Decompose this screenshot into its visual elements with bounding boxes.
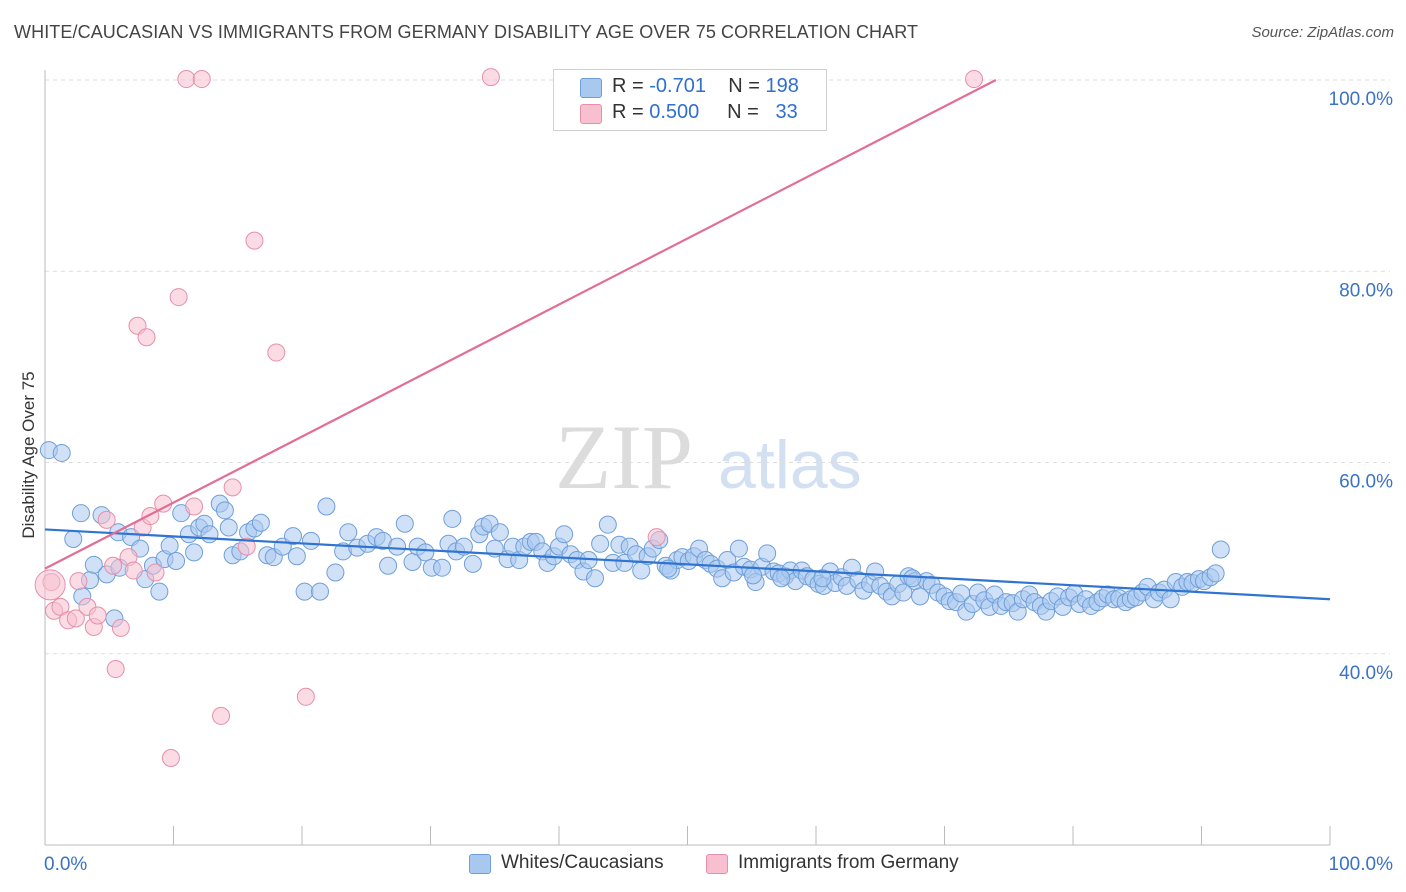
point-germany	[169, 288, 188, 307]
point-whites	[167, 551, 186, 570]
point-germany	[245, 231, 264, 250]
point-whites	[339, 523, 358, 542]
point-germany	[177, 70, 196, 89]
point-germany	[137, 328, 156, 347]
legend-n-value: 198	[765, 75, 799, 97]
point-germany	[481, 68, 500, 87]
point-germany	[141, 507, 160, 526]
y-tick-label: 40.0%	[1339, 663, 1393, 684]
point-whites	[598, 515, 617, 534]
point-germany	[124, 561, 143, 580]
point-whites	[744, 566, 763, 585]
point-whites	[1206, 564, 1225, 583]
point-germany	[51, 597, 70, 616]
point-whites	[903, 569, 922, 588]
point-whites	[585, 569, 604, 588]
point-whites	[911, 587, 930, 606]
point-whites	[185, 543, 204, 562]
point-germany	[223, 478, 242, 497]
point-whites	[295, 582, 314, 601]
chart-title: WHITE/CAUCASIAN VS IMMIGRANTS FROM GERMA…	[14, 22, 919, 42]
legend-swatch-pink	[580, 104, 602, 124]
legend-n-label: N =	[728, 75, 760, 97]
point-whites	[894, 583, 913, 602]
point-germany	[237, 537, 256, 556]
point-germany	[647, 528, 666, 547]
series-swatch-blue	[469, 854, 491, 874]
point-whites	[490, 523, 509, 542]
legend-n-value: 33	[775, 101, 798, 123]
series-swatch-pink	[706, 854, 728, 874]
point-whites	[84, 555, 103, 574]
point-whites	[813, 569, 832, 588]
point-whites	[287, 547, 306, 566]
point-whites	[463, 554, 482, 573]
point-whites	[52, 443, 71, 462]
legend-n-label: N =	[727, 101, 759, 123]
series-label-whites: Whites/Caucasians	[501, 852, 664, 873]
point-germany	[267, 343, 286, 362]
source-label: Source: ZipAtlas.com	[1251, 24, 1394, 41]
point-whites	[379, 556, 398, 575]
correlation-legend: R = -0.701 N = 198 R = 0.500 N = 33	[553, 69, 827, 131]
legend-r-value: 0.500	[649, 101, 700, 123]
point-whites	[1211, 540, 1230, 559]
x-tick-label: 100.0%	[1329, 854, 1394, 875]
point-whites	[219, 518, 238, 537]
point-whites	[150, 582, 169, 601]
watermark-atlas: atlas	[718, 427, 862, 503]
series-label-germany: Immigrants from Germany	[738, 852, 959, 873]
x-tick-label: 0.0%	[44, 854, 87, 875]
point-germany	[34, 569, 66, 601]
point-whites	[395, 514, 414, 533]
point-whites	[310, 582, 329, 601]
point-whites	[64, 530, 83, 548]
trend-line-germany	[44, 79, 997, 570]
point-germany	[88, 606, 107, 625]
point-germany	[104, 556, 123, 575]
trend-line-whites	[44, 528, 1331, 601]
point-germany	[192, 70, 211, 89]
point-whites	[215, 501, 234, 520]
point-whites	[251, 513, 270, 532]
point-whites	[555, 525, 574, 544]
point-germany	[106, 660, 125, 679]
point-whites	[758, 544, 777, 563]
y-axis-title: Disability Age Over 75	[19, 371, 38, 538]
point-whites	[416, 543, 435, 562]
point-germany	[212, 706, 231, 725]
point-germany	[296, 687, 315, 706]
point-whites	[200, 525, 219, 544]
legend-r-label: R =	[612, 101, 644, 123]
point-germany	[146, 563, 165, 582]
point-whites	[433, 558, 452, 577]
point-whites	[301, 531, 320, 550]
point-whites	[388, 537, 407, 556]
point-whites	[326, 563, 345, 582]
y-tick-label: 80.0%	[1339, 280, 1393, 301]
point-whites	[729, 539, 748, 558]
watermark-zip: ZIP	[555, 406, 693, 508]
y-tick-label: 60.0%	[1339, 472, 1393, 493]
point-germany	[66, 609, 85, 628]
point-whites	[317, 497, 336, 516]
point-germany	[965, 70, 984, 89]
point-whites	[443, 509, 462, 528]
point-germany	[69, 572, 88, 591]
point-germany	[185, 497, 204, 516]
point-whites	[591, 534, 610, 553]
legend-swatch-blue	[580, 78, 602, 98]
point-whites	[160, 536, 179, 555]
point-whites	[71, 504, 90, 523]
point-germany	[97, 510, 116, 529]
point-whites	[284, 527, 303, 546]
legend-r-value: -0.701	[649, 75, 706, 97]
point-germany	[161, 748, 180, 767]
legend-r-label: R =	[612, 75, 644, 97]
y-tick-label: 100.0%	[1329, 89, 1394, 110]
point-germany	[111, 618, 130, 637]
point-whites	[772, 569, 791, 588]
